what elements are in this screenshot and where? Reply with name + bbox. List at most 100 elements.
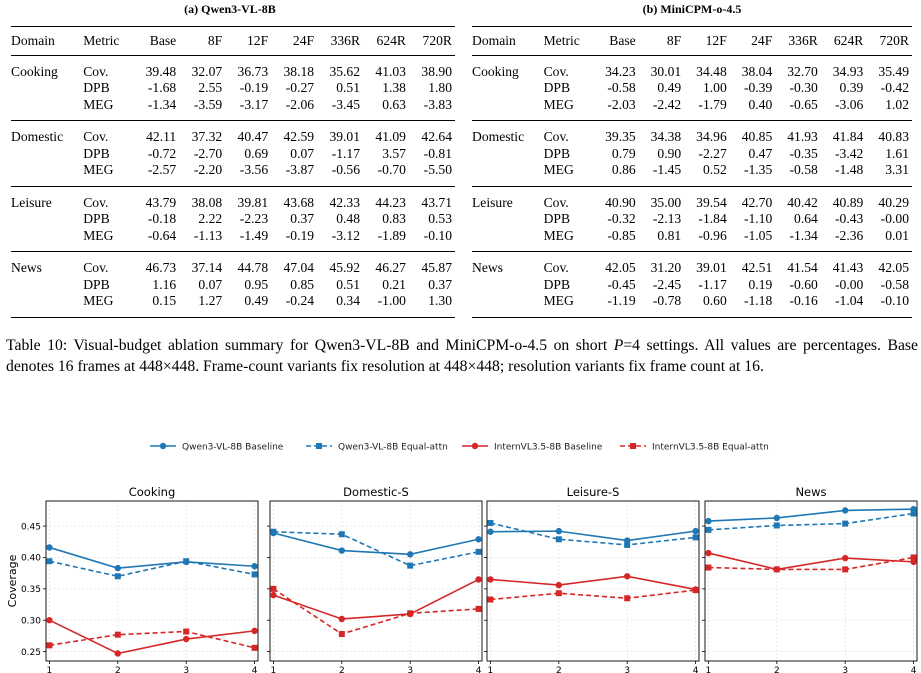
value-cell: -2.03	[593, 96, 639, 121]
coverage-position-figure: Qwen3-VL-8B Baseline Qwen3-VL-8B Equal-at…	[6, 442, 918, 673]
value-cell: 47.04	[283, 260, 315, 275]
value-cell: 1.80	[428, 80, 452, 95]
domain-cell	[472, 277, 541, 294]
legend-item: Qwen3-VL-8B Equal-attn	[306, 443, 448, 453]
series-internvl3-5-8b-equal-attn	[705, 554, 917, 573]
value-cell: -1.00	[363, 293, 409, 318]
value-cell: 0.19	[748, 276, 773, 292]
table-row: Domestic Cov. 39.35 34.38 34.96 40.85 41.93 41.…	[472, 121, 912, 146]
data-point	[841, 554, 849, 562]
column-header: Metric	[540, 26, 594, 56]
value-cell: -1.13	[179, 227, 226, 252]
data-point	[910, 554, 917, 561]
legend-label: InternVL3.5-8B Equal-attn	[652, 443, 769, 453]
value-cell: 32.07	[191, 63, 223, 79]
series-internvl3-5-8b-baseline	[487, 573, 699, 593]
value-cell: 40.85	[741, 129, 773, 144]
metric-cell: DPB	[83, 80, 110, 95]
value-cell: 2.55	[198, 80, 223, 95]
value-cell: -0.42	[880, 80, 909, 95]
value-cell: -2.42	[638, 96, 685, 121]
value-cell: 0.37	[290, 211, 315, 226]
value-cell: -1.34	[775, 227, 821, 252]
series-line	[708, 552, 914, 571]
series-qwen3-vl-8b-equal-attn	[487, 519, 699, 548]
value-cell: 3.57	[382, 145, 406, 161]
caption-variable: P	[613, 337, 624, 354]
chart-panel-leisure-s: Leisure-S1234Position	[484, 485, 700, 673]
domain-cell: Leisure	[472, 194, 513, 210]
value-cell: 0.49	[225, 293, 272, 318]
series-qwen3-vl-8b-baseline	[270, 529, 482, 558]
value-cell: 1.61	[885, 145, 909, 161]
metric-cell: DPB	[543, 145, 571, 161]
value-cell: 40.83	[878, 129, 909, 144]
value-cell: 42.11	[146, 129, 177, 144]
column-header: 624R	[820, 26, 867, 56]
x-tick-label: 3	[624, 666, 630, 673]
data-point	[338, 547, 346, 554]
y-tick-label: 0.35	[21, 585, 41, 595]
value-cell: 0.34	[317, 293, 364, 318]
series-line	[273, 530, 479, 567]
domain-cell	[11, 162, 81, 187]
value-cell: 42.05	[605, 260, 636, 275]
metric-cell: MEG	[540, 227, 594, 252]
value-cell: -0.56	[317, 162, 364, 187]
value-cell: -0.32	[607, 211, 636, 226]
table-row: MEG 0.86 -1.45 0.52 -1.35 -0.58 -1.48 3.31	[472, 162, 912, 187]
metric-cell: DPB	[83, 145, 110, 161]
series-internvl3-5-8b-baseline	[705, 549, 917, 573]
value-cell: 1.27	[179, 293, 226, 318]
data-point	[251, 644, 258, 651]
domain-cell: Cooking	[11, 63, 58, 79]
column-header: 24F	[729, 26, 776, 56]
value-cell: -2.36	[820, 227, 867, 252]
value-cell: -0.27	[285, 80, 315, 95]
value-cell: 44.23	[375, 194, 406, 210]
value-cell: -1.10	[743, 211, 773, 226]
legend-marker	[159, 442, 167, 450]
value-cell: -3.06	[820, 96, 867, 121]
data-point	[475, 576, 482, 583]
series-internvl3-5-8b-equal-attn	[46, 628, 258, 651]
x-tick-label: 3	[842, 666, 848, 673]
table-row: DPB -0.18 2.22 -2.23 0.37 0.48 0.83 0.53	[11, 211, 455, 228]
data-point	[475, 548, 482, 555]
value-cell: -2.23	[239, 211, 269, 226]
value-cell: -3.83	[408, 96, 455, 121]
metric-cell: DPB	[83, 276, 110, 292]
metric-cell: DPB	[543, 80, 571, 95]
data-point	[842, 520, 849, 527]
data-point	[555, 581, 563, 589]
value-cell: -0.43	[835, 211, 864, 226]
legend-label: Qwen3-VL-8B Baseline	[182, 443, 284, 453]
table-row: DPB -0.72 -2.70 0.69 0.07 -1.17 3.57 -0.81	[11, 146, 455, 163]
table-row: Cooking Cov. 34.23 30.01 34.48 38.04 32.70 34.9…	[472, 55, 912, 80]
value-cell: -0.24	[271, 293, 318, 318]
caption-part-1: Table 10: Visual-budget ablation summary…	[6, 337, 614, 354]
series-line	[273, 532, 479, 556]
value-cell: 3.31	[866, 162, 912, 187]
metric-cell: Cov.	[83, 129, 109, 144]
panel-title: News	[795, 485, 826, 499]
value-cell: -0.19	[271, 227, 318, 252]
value-cell: 38.18	[283, 63, 315, 79]
value-cell: -2.13	[652, 211, 682, 226]
value-cell: 42.64	[421, 129, 452, 144]
y-axis-label: Coverage	[6, 554, 19, 607]
table-row: News Cov. 46.73 37.14 44.78 47.04 45.92 46.27 45…	[11, 252, 455, 277]
value-cell: 34.23	[605, 63, 636, 79]
value-cell: -0.35	[789, 145, 818, 161]
column-header: Base	[133, 26, 180, 56]
table-b-subtitle: (b) MiniCPM-o-4.5	[642, 2, 742, 16]
value-cell: -0.58	[775, 162, 821, 187]
value-cell: -0.60	[789, 276, 818, 292]
value-cell: 46.73	[145, 260, 177, 275]
value-cell: 0.47	[748, 145, 773, 161]
value-cell: -1.05	[729, 227, 776, 252]
data-point	[773, 566, 780, 573]
value-cell: -0.58	[607, 80, 636, 95]
value-cell: 38.90	[421, 63, 452, 79]
metric-cell: Cov.	[543, 63, 569, 79]
